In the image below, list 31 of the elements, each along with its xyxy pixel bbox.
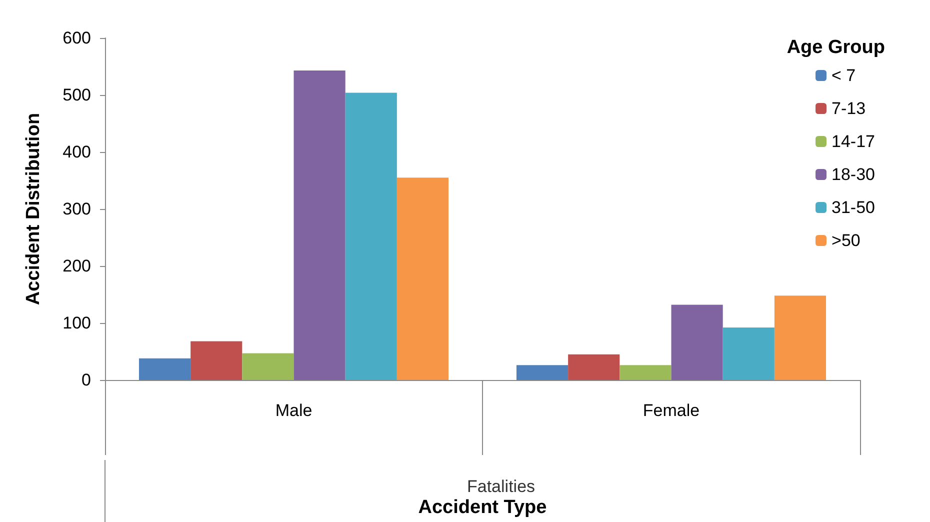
bar — [774, 296, 826, 380]
legend-title: Age Group — [786, 37, 886, 58]
legend-label: 31-50 — [832, 198, 876, 217]
legend-label: 14-17 — [832, 132, 876, 151]
bar — [345, 92, 397, 380]
y-tick-label: 100 — [62, 314, 91, 332]
text: Fatalities — [467, 477, 536, 496]
bar — [671, 304, 723, 380]
bar — [294, 70, 346, 380]
y-tick-label: 300 — [62, 200, 91, 218]
bar — [242, 353, 294, 380]
y-tick-label: 500 — [62, 86, 91, 104]
bar — [138, 358, 191, 380]
x-tick-label: Male — [275, 401, 312, 420]
y-tick-label: 200 — [62, 256, 91, 276]
y-tick-label: 600 — [62, 28, 91, 48]
bar — [516, 365, 568, 380]
x-axis-title: Accident Type — [418, 497, 547, 518]
y-tick-label: 0 — [82, 370, 91, 390]
bar — [190, 341, 242, 380]
legend-label: < 7 — [832, 66, 856, 85]
legend-label: >50 — [832, 231, 860, 250]
bar — [620, 365, 672, 380]
bar — [568, 354, 620, 380]
legend-label: 18-30 — [832, 165, 876, 184]
x-tick-label: Female — [642, 401, 700, 420]
y-tick-label: 400 — [62, 142, 91, 162]
legend-label: 7-13 — [832, 99, 866, 118]
bar — [722, 328, 774, 380]
y-axis-title: Accident Distribution — [23, 112, 44, 306]
bar — [396, 178, 449, 380]
